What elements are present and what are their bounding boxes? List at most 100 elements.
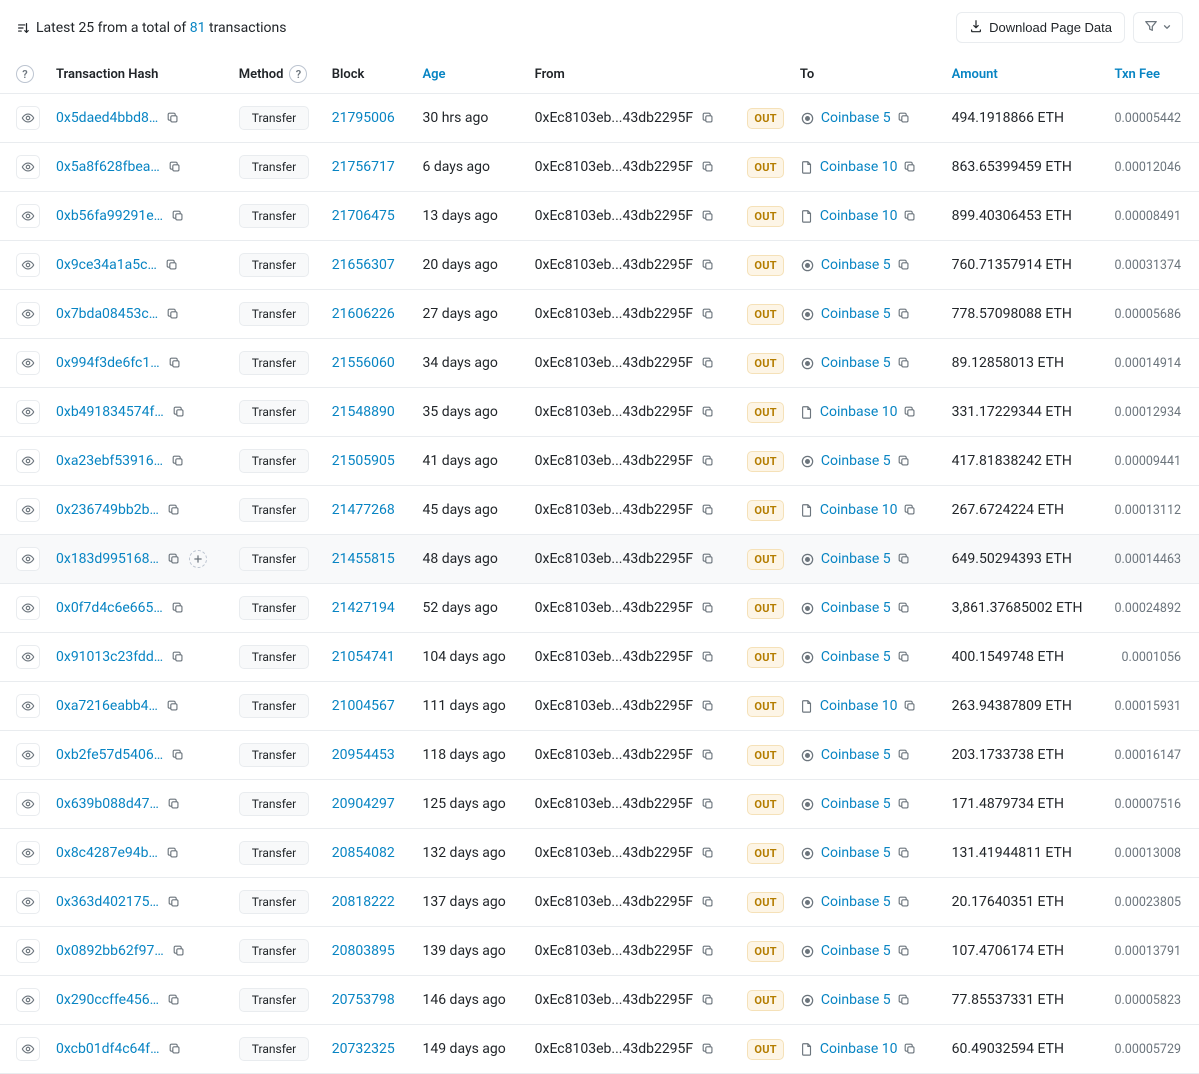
tx-hash-link[interactable]: 0xb56fa99291e…: [56, 208, 163, 224]
from-address[interactable]: 0xEc8103eb...43db2295F: [535, 1041, 694, 1057]
to-address-link[interactable]: Coinbase 10: [820, 404, 898, 420]
copy-icon[interactable]: [167, 552, 181, 566]
view-details-button[interactable]: [16, 253, 40, 277]
copy-icon[interactable]: [701, 650, 715, 664]
to-address-link[interactable]: Coinbase 5: [821, 110, 891, 126]
copy-icon[interactable]: [701, 699, 715, 713]
tx-hash-link[interactable]: 0xcb01df4c64f…: [56, 1041, 160, 1057]
tx-hash-link[interactable]: 0x639b088d47…: [56, 796, 159, 812]
view-details-button[interactable]: [16, 204, 40, 228]
view-details-button[interactable]: [16, 939, 40, 963]
copy-icon[interactable]: [903, 699, 917, 713]
view-details-button[interactable]: [16, 106, 40, 130]
from-address[interactable]: 0xEc8103eb...43db2295F: [535, 404, 694, 420]
copy-icon[interactable]: [903, 209, 917, 223]
copy-icon[interactable]: [701, 797, 715, 811]
copy-icon[interactable]: [701, 748, 715, 762]
block-link[interactable]: 21455815: [332, 551, 395, 567]
copy-icon[interactable]: [897, 650, 911, 664]
copy-icon[interactable]: [168, 160, 182, 174]
tx-hash-link[interactable]: 0x8c4287e94b…: [56, 845, 158, 861]
view-details-button[interactable]: [16, 449, 40, 473]
copy-icon[interactable]: [167, 503, 181, 517]
copy-icon[interactable]: [167, 993, 181, 1007]
copy-icon[interactable]: [903, 1042, 917, 1056]
to-address-link[interactable]: Coinbase 10: [820, 1041, 898, 1057]
copy-icon[interactable]: [168, 1042, 182, 1056]
view-details-button[interactable]: [16, 498, 40, 522]
copy-icon[interactable]: [897, 307, 911, 321]
to-address-link[interactable]: Coinbase 5: [821, 845, 891, 861]
from-address[interactable]: 0xEc8103eb...43db2295F: [535, 943, 694, 959]
to-address-link[interactable]: Coinbase 10: [820, 698, 898, 714]
view-details-button[interactable]: [16, 155, 40, 179]
block-link[interactable]: 21556060: [332, 355, 395, 371]
copy-icon[interactable]: [897, 944, 911, 958]
to-address-link[interactable]: Coinbase 5: [821, 355, 891, 371]
copy-icon[interactable]: [172, 944, 186, 958]
from-address[interactable]: 0xEc8103eb...43db2295F: [535, 355, 694, 371]
view-details-button[interactable]: [16, 351, 40, 375]
copy-icon[interactable]: [166, 111, 180, 125]
block-link[interactable]: 20753798: [332, 992, 395, 1008]
view-details-button[interactable]: [16, 890, 40, 914]
tx-hash-link[interactable]: 0x363d402175…: [56, 894, 159, 910]
copy-icon[interactable]: [897, 797, 911, 811]
copy-icon[interactable]: [897, 993, 911, 1007]
copy-icon[interactable]: [171, 748, 185, 762]
from-address[interactable]: 0xEc8103eb...43db2295F: [535, 747, 694, 763]
copy-icon[interactable]: [701, 160, 715, 174]
tx-hash-link[interactable]: 0x7bda08453c…: [56, 306, 158, 322]
block-link[interactable]: 21756717: [332, 159, 395, 175]
to-address-link[interactable]: Coinbase 5: [821, 796, 891, 812]
block-link[interactable]: 21427194: [332, 600, 395, 616]
copy-icon[interactable]: [897, 454, 911, 468]
block-link[interactable]: 20818222: [332, 894, 395, 910]
copy-icon[interactable]: [701, 503, 715, 517]
copy-icon[interactable]: [701, 552, 715, 566]
col-header-age[interactable]: Age: [414, 55, 526, 94]
copy-icon[interactable]: [171, 454, 185, 468]
from-address[interactable]: 0xEc8103eb...43db2295F: [535, 502, 694, 518]
tx-hash-link[interactable]: 0x183d995168…: [56, 551, 159, 567]
view-details-button[interactable]: [16, 547, 40, 571]
tx-hash-link[interactable]: 0xb2fe57d5406…: [56, 747, 163, 763]
view-details-button[interactable]: [16, 302, 40, 326]
copy-icon[interactable]: [897, 552, 911, 566]
view-details-button[interactable]: [16, 694, 40, 718]
copy-icon[interactable]: [166, 846, 180, 860]
copy-icon[interactable]: [897, 601, 911, 615]
from-address[interactable]: 0xEc8103eb...43db2295F: [535, 110, 694, 126]
to-address-link[interactable]: Coinbase 5: [821, 747, 891, 763]
tx-hash-link[interactable]: 0x9ce34a1a5c…: [56, 257, 157, 273]
block-link[interactable]: 21706475: [332, 208, 395, 224]
copy-icon[interactable]: [897, 258, 911, 272]
info-icon[interactable]: ?: [289, 65, 307, 83]
tx-hash-link[interactable]: 0x290ccffe456…: [56, 992, 159, 1008]
tx-hash-link[interactable]: 0x5a8f628fbea…: [56, 159, 160, 175]
view-details-button[interactable]: [16, 988, 40, 1012]
copy-icon[interactable]: [701, 895, 715, 909]
copy-icon[interactable]: [701, 209, 715, 223]
block-link[interactable]: 20904297: [332, 796, 395, 812]
block-link[interactable]: 20732325: [332, 1041, 395, 1057]
copy-icon[interactable]: [701, 111, 715, 125]
tx-hash-link[interactable]: 0x0f7d4c6e665…: [56, 600, 163, 616]
copy-icon[interactable]: [701, 307, 715, 321]
to-address-link[interactable]: Coinbase 5: [821, 943, 891, 959]
view-details-button[interactable]: [16, 841, 40, 865]
col-header-fee[interactable]: Txn Fee: [1106, 55, 1199, 94]
block-link[interactable]: 21656307: [332, 257, 395, 273]
copy-icon[interactable]: [168, 356, 182, 370]
to-address-link[interactable]: Coinbase 10: [820, 502, 898, 518]
block-link[interactable]: 21548890: [332, 404, 395, 420]
copy-icon[interactable]: [171, 650, 185, 664]
block-link[interactable]: 21004567: [332, 698, 395, 714]
from-address[interactable]: 0xEc8103eb...43db2295F: [535, 257, 694, 273]
tx-hash-link[interactable]: 0x0892bb62f97…: [56, 943, 164, 959]
block-link[interactable]: 21477268: [332, 502, 395, 518]
tx-hash-link[interactable]: 0x5daed4bbd8…: [56, 110, 158, 126]
copy-icon[interactable]: [701, 454, 715, 468]
block-link[interactable]: 20803895: [332, 943, 395, 959]
to-address-link[interactable]: Coinbase 5: [821, 894, 891, 910]
